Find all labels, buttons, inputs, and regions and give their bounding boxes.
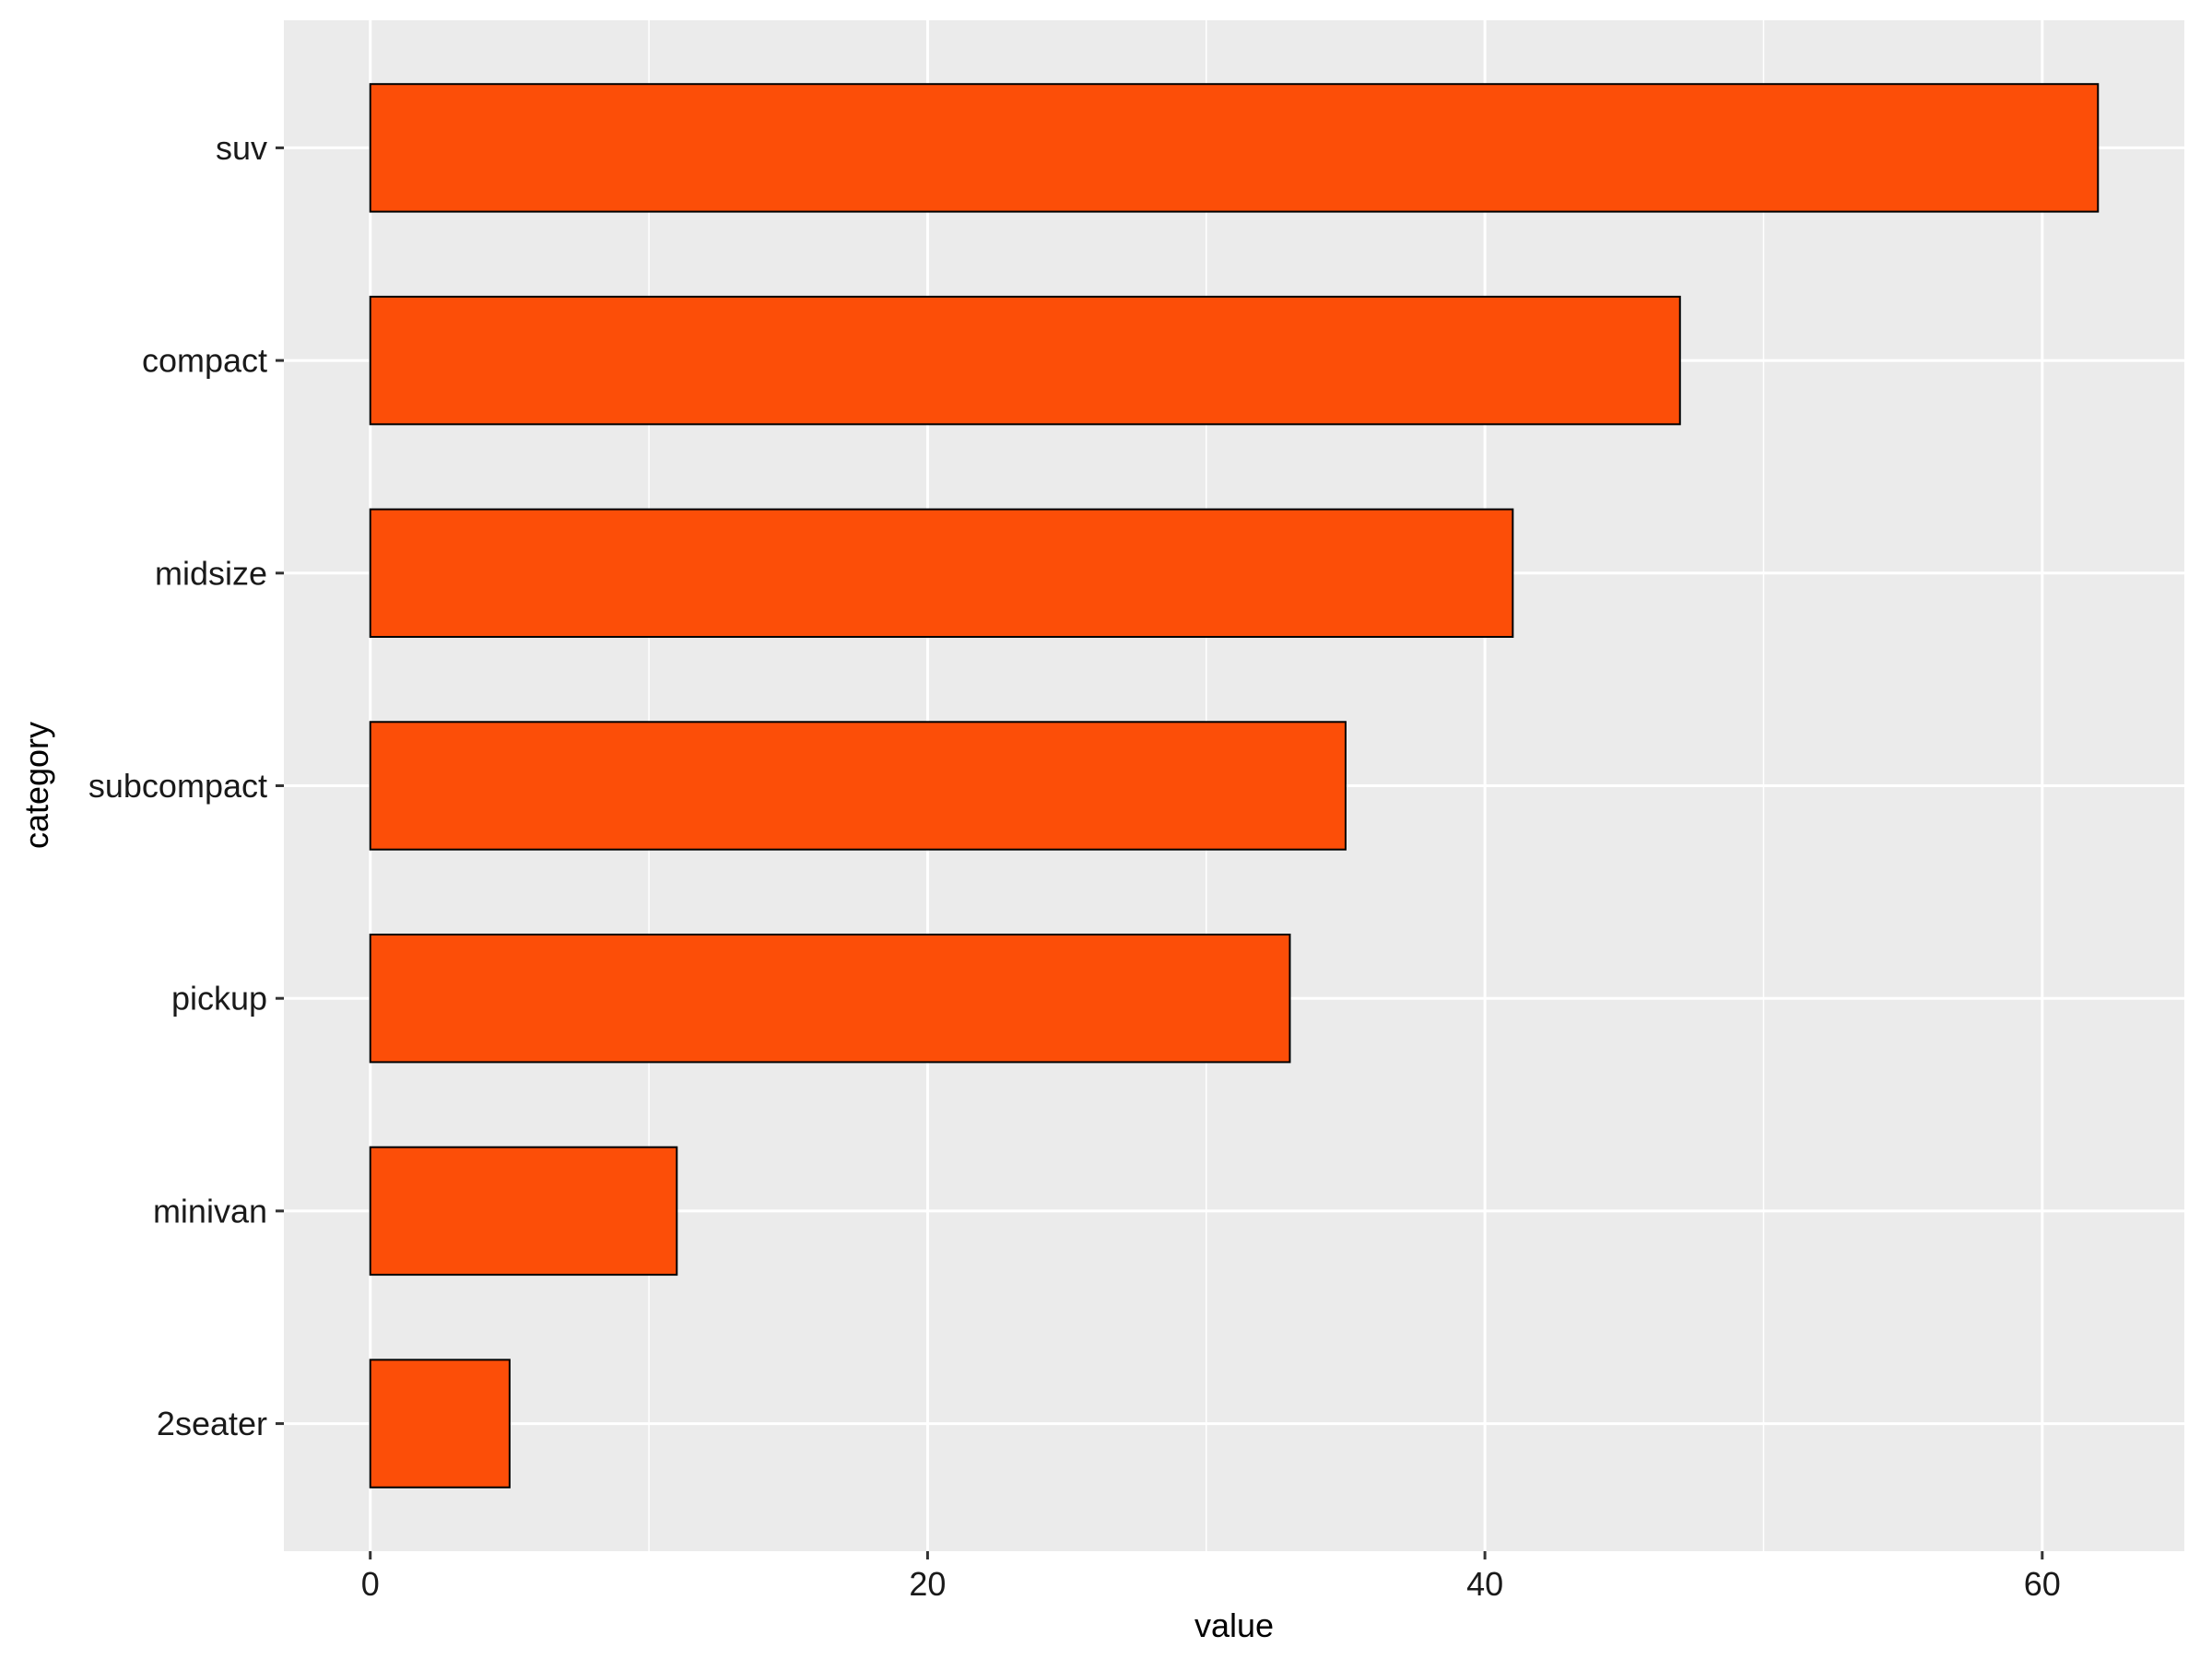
x-tick-label: 20 xyxy=(909,1565,946,1603)
y-tick-label: minivan xyxy=(153,1192,267,1230)
bar-suv xyxy=(369,83,2100,213)
bar-compact xyxy=(369,295,1681,426)
y-tick-label: subcompact xyxy=(88,767,267,805)
bar-minivan xyxy=(369,1146,678,1277)
x-axis-title: value xyxy=(1194,1606,1274,1644)
x-tick-label: 60 xyxy=(2024,1565,2061,1603)
x-tick-label: 40 xyxy=(1466,1565,1503,1603)
x-tick-label: 0 xyxy=(361,1565,380,1603)
y-tick-label: midsize xyxy=(155,554,267,592)
bar-subcompact xyxy=(369,721,1347,851)
y-tick-label: compact xyxy=(142,342,267,380)
y-tick-label: 2seater xyxy=(157,1405,267,1442)
y-axis: suv compact midsize subcompact pickup minivan… xyxy=(88,129,284,1442)
bars xyxy=(369,83,2100,1488)
x-axis: 0 20 40 60 xyxy=(361,1551,2061,1603)
bar-2seater xyxy=(369,1359,511,1488)
y-tick-label: pickup xyxy=(171,980,267,1018)
y-axis-title: category xyxy=(18,722,55,849)
bar-pickup xyxy=(369,933,1291,1064)
y-tick-label: suv xyxy=(216,129,267,167)
bar-midsize xyxy=(369,508,1514,639)
